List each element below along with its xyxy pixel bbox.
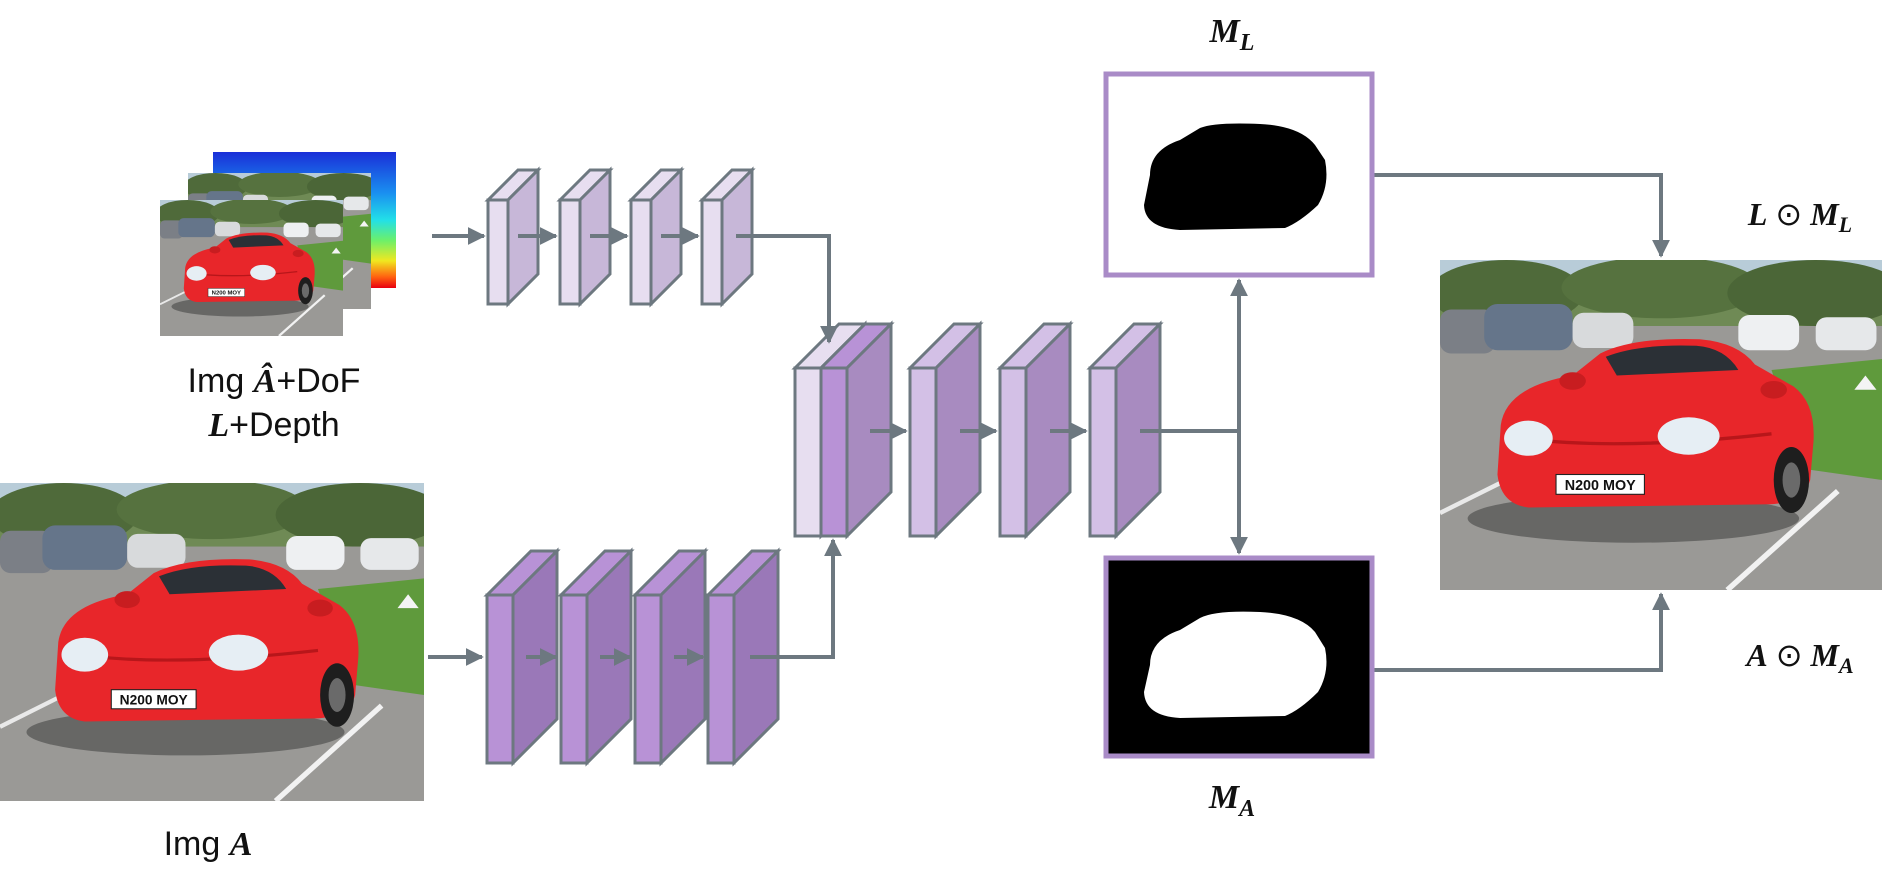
- img-a-image: [0, 480, 445, 801]
- arrow-top-to-decoder: [736, 234, 838, 344]
- decoder-block-1b: [817, 320, 895, 540]
- label-l-odot-ml: L ⊙ ML: [1747, 196, 1852, 237]
- mask-ml-box: [1103, 71, 1375, 278]
- ahat-image: [155, 199, 352, 336]
- arrow-bottom-to-decoder: [750, 538, 842, 659]
- label-ma: MA: [1208, 779, 1255, 822]
- network-blocks: [483, 166, 1164, 767]
- arrows: [428, 173, 1670, 672]
- label-l-depth: L+Depth: [207, 406, 339, 444]
- mask-ma-silhouette: [1144, 611, 1327, 718]
- label-ml: ML: [1209, 13, 1255, 56]
- mask-ma-box: [1103, 555, 1375, 759]
- input-stack-top: [155, 152, 396, 336]
- label-img-ahat-dof: Img Â+DoF: [188, 362, 361, 400]
- bottom-encoder-block-1: [483, 547, 561, 767]
- mask-ml-silhouette: [1144, 123, 1327, 230]
- decoder-block-4: [1086, 320, 1164, 540]
- decoder-block-2: [906, 320, 984, 540]
- decoder-block-3: [996, 320, 1074, 540]
- arrow-ml-to-out: [1372, 173, 1670, 258]
- arrow-ma-to-out: [1372, 592, 1670, 672]
- output-image: [1429, 257, 1902, 590]
- label-img-a: Img A: [164, 825, 253, 863]
- label-a-odot-ma: A ⊙ MA: [1744, 637, 1853, 678]
